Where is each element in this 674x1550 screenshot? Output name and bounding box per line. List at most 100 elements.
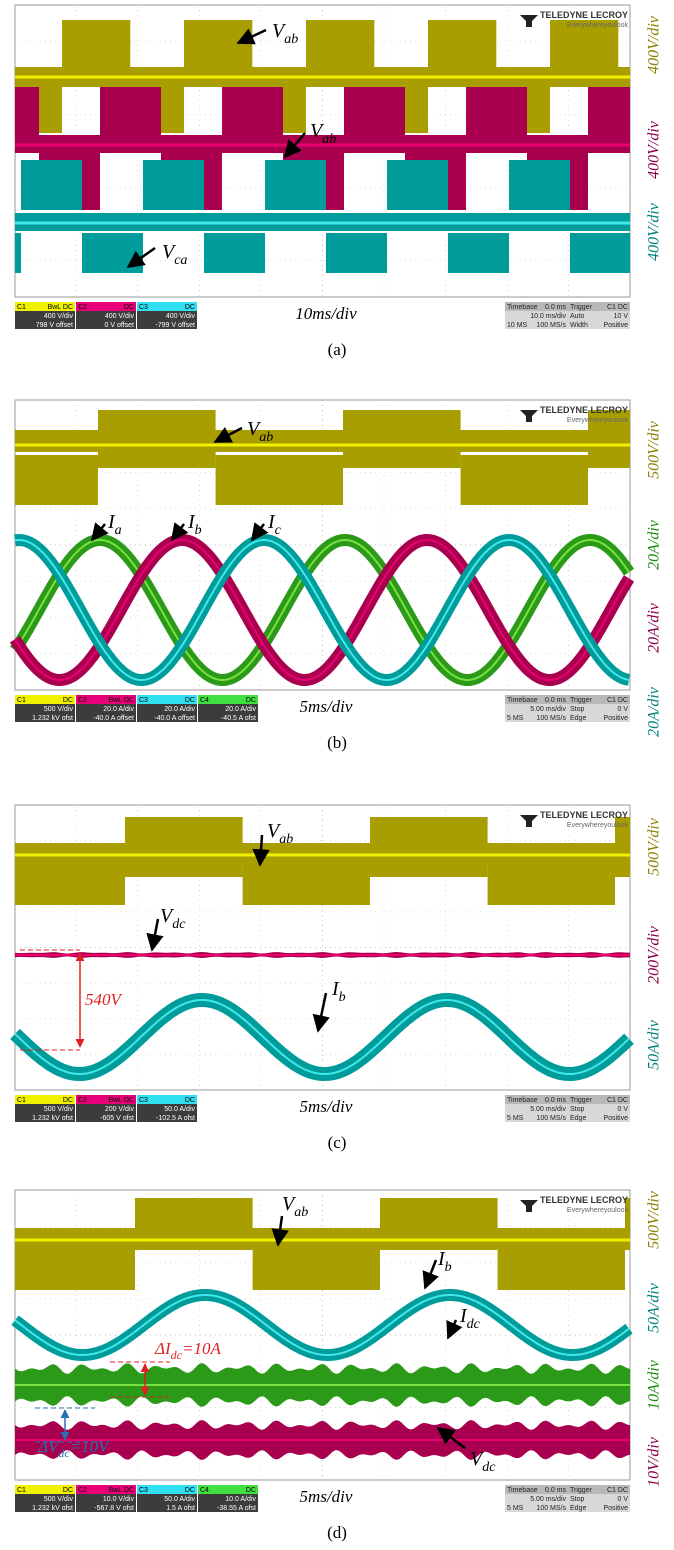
channel-offset: 1.232 kV ofst bbox=[32, 1505, 73, 1512]
acq-slope: Positive bbox=[603, 715, 628, 722]
channel-name: C1 bbox=[17, 1487, 26, 1494]
acq-tdiv: 5.00 ms/div bbox=[530, 1496, 566, 1503]
trace-low bbox=[204, 233, 265, 273]
trace-low bbox=[82, 233, 143, 273]
scale-label: 50A/div bbox=[646, 1019, 663, 1070]
channel-scale: 400 V/div bbox=[105, 313, 135, 320]
trace-low bbox=[243, 850, 370, 905]
note-sub: dc bbox=[171, 1348, 183, 1362]
acq-level: 10 V bbox=[614, 313, 629, 320]
acq-trigger: Trigger bbox=[570, 1097, 593, 1104]
label-sub: dc bbox=[172, 917, 186, 932]
trace-low bbox=[326, 233, 387, 273]
caption: (c) bbox=[328, 1133, 347, 1152]
channel-coupling: DC bbox=[185, 304, 195, 311]
label-sub: b bbox=[195, 523, 202, 538]
channel-name: C2 bbox=[78, 1097, 87, 1104]
trace-high bbox=[625, 1198, 630, 1250]
trace-low bbox=[448, 233, 509, 273]
acq-source: C1 DC bbox=[607, 304, 628, 311]
channel-name: C2 bbox=[78, 304, 87, 311]
note-main: ΔV bbox=[37, 1437, 61, 1456]
acq-level: 0 V bbox=[617, 706, 628, 713]
trace-low bbox=[488, 850, 615, 905]
channel-offset: -40.0 A offset bbox=[93, 715, 134, 722]
label-sub: ab bbox=[322, 132, 336, 147]
channel-name: C1 bbox=[17, 1097, 26, 1104]
channel-offset: 1.232 kV ofst bbox=[32, 1115, 73, 1122]
channel-scale: 500 V/div bbox=[44, 706, 74, 713]
channel-coupling: BwL DC bbox=[48, 304, 73, 311]
acq-level: 0 V bbox=[617, 1106, 628, 1113]
trace-low bbox=[570, 233, 630, 273]
trace-line bbox=[15, 1239, 630, 1242]
trace-low bbox=[253, 1235, 380, 1290]
trace-high bbox=[100, 87, 161, 137]
acq-kind: Edge bbox=[570, 1505, 586, 1512]
scale-label: 400V/div bbox=[646, 202, 663, 261]
acq-delay: 0.0 ms bbox=[545, 304, 567, 311]
channel-scale: 50.0 A/div bbox=[164, 1106, 195, 1113]
note-rest: =10V bbox=[70, 1437, 111, 1456]
caption: (b) bbox=[327, 733, 347, 752]
note-main: 540V bbox=[85, 990, 124, 1009]
channel-coupling: DC bbox=[185, 697, 195, 704]
acq-trigger: Trigger bbox=[570, 304, 593, 311]
label-sub: ab bbox=[284, 32, 298, 47]
channel-coupling: BwL DC bbox=[109, 1487, 134, 1494]
annotation: 540V bbox=[85, 990, 124, 1009]
acq-timebase: Timebase bbox=[507, 697, 538, 704]
trace-high bbox=[184, 20, 252, 70]
acq-delay: 0.0 ms bbox=[545, 697, 567, 704]
trace-high bbox=[509, 160, 570, 210]
logo-tagline: Everywhereyoulook bbox=[567, 822, 629, 829]
channel-offset: -38.55 A ofst bbox=[217, 1505, 256, 1512]
trace-high bbox=[62, 20, 130, 70]
acq-rate: 100 MS/s bbox=[536, 322, 566, 329]
scale-label: 400V/div bbox=[646, 120, 663, 179]
trace-high bbox=[222, 87, 283, 137]
channel-offset: -799 V offset bbox=[155, 322, 195, 329]
channel-offset: -40.0 A offset bbox=[154, 715, 195, 722]
channel-coupling: DC bbox=[63, 1487, 73, 1494]
acq-source: C1 DC bbox=[607, 1487, 628, 1494]
channel-scale: 500 V/div bbox=[44, 1106, 74, 1113]
acq-level: 0 V bbox=[617, 1496, 628, 1503]
channel-coupling: DC bbox=[63, 1097, 73, 1104]
acq-source: C1 DC bbox=[607, 697, 628, 704]
trace-low bbox=[15, 455, 98, 505]
channel-name: C1 bbox=[17, 697, 26, 704]
channel-offset: -567.8 V ofst bbox=[94, 1505, 134, 1512]
channel-scale: 20.0 A/div bbox=[103, 706, 134, 713]
panel: TELEDYNE LECROYEverywhereyoulookVabIbIdc… bbox=[15, 1190, 663, 1542]
acq-source: C1 DC bbox=[607, 1097, 628, 1104]
trace-line bbox=[15, 444, 630, 447]
channel-name: C3 bbox=[139, 1487, 148, 1494]
scale-label: 500V/div bbox=[646, 817, 663, 876]
logo-brand: TELEDYNE LECROY bbox=[540, 405, 628, 415]
channel-offset: 798 V offset bbox=[36, 322, 73, 329]
acq-tdiv: 5.00 ms/div bbox=[530, 1106, 566, 1113]
trace-high bbox=[135, 1198, 253, 1250]
channel-offset: 0 V offset bbox=[105, 322, 135, 329]
channel-coupling: DC bbox=[63, 697, 73, 704]
timebase-label: 5ms/div bbox=[300, 1097, 353, 1116]
acq-trigger: Trigger bbox=[570, 1487, 593, 1494]
figure: TELEDYNE LECROYEverywhereyoulookVabVabVc… bbox=[0, 0, 674, 1550]
channel-offset: 1.5 A ofst bbox=[166, 1505, 195, 1512]
label-sub: dc bbox=[467, 1317, 481, 1332]
channel-offset: 1.232 kV ofst bbox=[32, 715, 73, 722]
acq-tdiv: 10.0 ms/div bbox=[530, 313, 566, 320]
acq-samples: 10 MS bbox=[507, 322, 528, 329]
channel-scale: 10.0 A/div bbox=[225, 1496, 256, 1503]
scale-label: 500V/div bbox=[646, 1190, 663, 1249]
channel-name: C3 bbox=[139, 697, 148, 704]
trace-low bbox=[15, 1235, 135, 1290]
acq-trigger: Trigger bbox=[570, 697, 593, 704]
channel-scale: 500 V/div bbox=[44, 1496, 74, 1503]
channel-name: C4 bbox=[200, 697, 209, 704]
trace-high bbox=[344, 87, 405, 137]
acq-kind: Edge bbox=[570, 1115, 586, 1122]
scale-label: 10A/div bbox=[646, 1359, 663, 1410]
channel-scale: 400 V/div bbox=[166, 313, 196, 320]
